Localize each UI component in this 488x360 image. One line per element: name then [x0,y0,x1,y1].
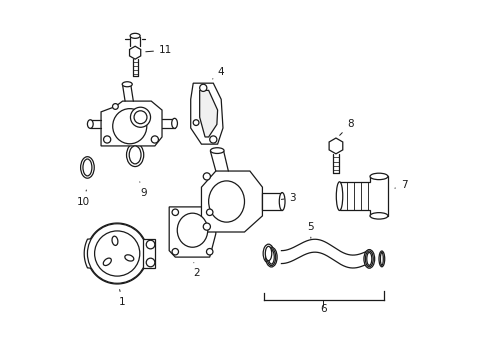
Ellipse shape [208,181,244,222]
Ellipse shape [126,143,143,167]
Ellipse shape [81,157,94,178]
Ellipse shape [177,213,207,247]
Circle shape [146,258,155,267]
Ellipse shape [112,236,118,246]
Circle shape [206,209,212,216]
Ellipse shape [87,120,93,129]
Text: 11: 11 [145,45,172,55]
Ellipse shape [124,255,134,261]
Ellipse shape [263,244,273,263]
Polygon shape [199,90,217,137]
Ellipse shape [378,251,384,267]
Circle shape [193,120,199,126]
Polygon shape [143,239,155,268]
Ellipse shape [112,109,146,144]
Text: 1: 1 [119,289,125,307]
Circle shape [94,231,140,276]
Ellipse shape [369,213,387,219]
Polygon shape [201,171,262,232]
Circle shape [112,104,118,109]
Circle shape [146,240,155,249]
Circle shape [172,248,178,255]
Circle shape [151,136,158,143]
Ellipse shape [268,250,274,264]
Circle shape [209,136,217,143]
Polygon shape [129,46,141,59]
Circle shape [206,248,212,255]
Ellipse shape [380,252,383,265]
Ellipse shape [129,146,141,164]
Polygon shape [262,193,282,211]
Polygon shape [101,101,162,146]
Circle shape [103,136,110,143]
Polygon shape [190,83,223,144]
Ellipse shape [103,258,111,266]
Circle shape [203,223,210,230]
Ellipse shape [266,249,275,266]
Ellipse shape [265,247,277,267]
Ellipse shape [130,33,140,39]
Ellipse shape [366,252,371,265]
Polygon shape [328,138,342,154]
Polygon shape [339,176,387,216]
Text: 8: 8 [339,120,353,135]
Ellipse shape [265,246,271,261]
Ellipse shape [279,193,285,211]
Text: 10: 10 [77,190,90,207]
Polygon shape [169,207,215,257]
Polygon shape [84,223,147,284]
Text: 6: 6 [320,304,326,314]
Text: 5: 5 [307,222,313,238]
Circle shape [199,84,206,91]
Ellipse shape [210,148,224,153]
Circle shape [172,209,178,216]
Circle shape [134,111,147,124]
Ellipse shape [336,182,342,211]
Circle shape [203,173,210,180]
Ellipse shape [122,82,132,87]
Text: 4: 4 [212,67,224,79]
Ellipse shape [171,118,177,129]
Text: 2: 2 [192,263,199,278]
Ellipse shape [369,173,387,180]
Text: 3: 3 [281,193,296,203]
Circle shape [87,224,147,283]
Ellipse shape [365,251,372,267]
Text: 7: 7 [394,180,407,190]
Circle shape [130,107,150,127]
Ellipse shape [363,249,374,268]
Text: 9: 9 [140,182,147,198]
Ellipse shape [83,159,92,176]
